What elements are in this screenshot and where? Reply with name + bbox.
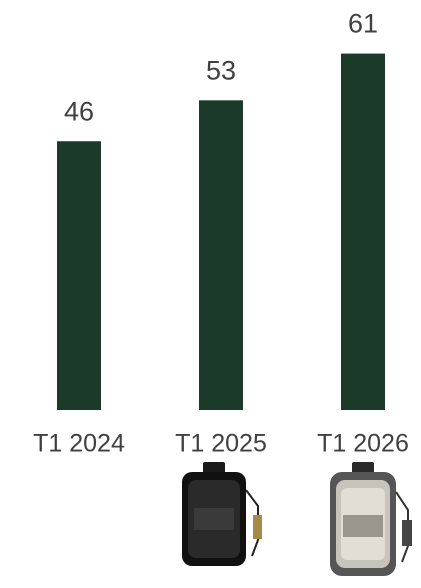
x-tick-label: T1 2024: [33, 430, 125, 458]
value-label: 61: [348, 9, 378, 39]
bottle-dark: [182, 462, 262, 566]
bar: [341, 53, 385, 410]
x-tick-label: T1 2025: [175, 430, 267, 458]
value-label: 46: [64, 96, 94, 126]
bar: [199, 100, 243, 410]
x-tick-label: T1 2026: [317, 430, 409, 458]
bar: [57, 141, 101, 410]
value-label: 53: [206, 55, 236, 85]
bottle-silver: [330, 462, 412, 576]
